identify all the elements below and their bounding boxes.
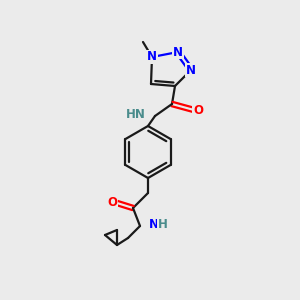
Text: O: O [107,196,117,209]
Text: H: H [158,218,168,232]
Text: N: N [173,46,183,59]
Text: N: N [147,50,157,64]
Text: HN: HN [126,107,146,121]
Text: N: N [149,218,159,232]
Text: O: O [193,103,203,116]
Text: N: N [186,64,196,76]
